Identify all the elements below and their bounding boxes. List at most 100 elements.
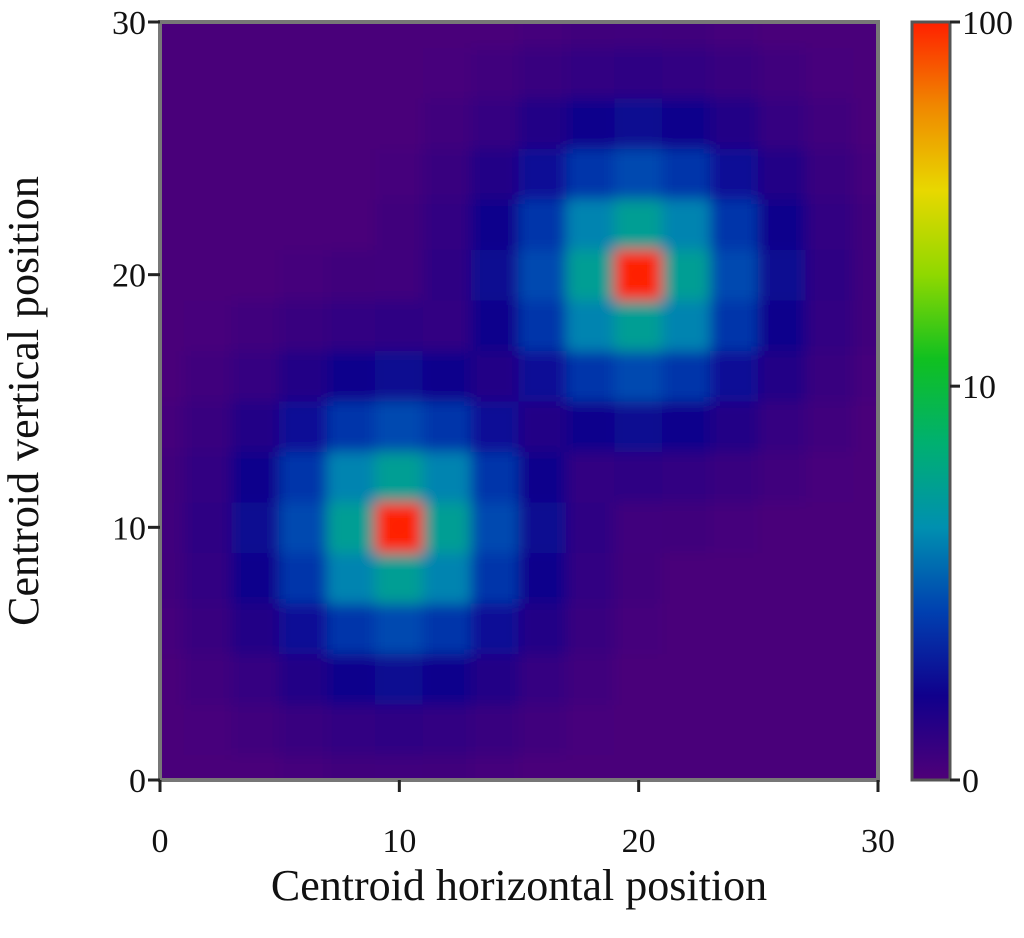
heat-cell (231, 451, 281, 503)
heat-cell (662, 147, 711, 200)
heat-cell (757, 552, 807, 604)
heat-cell (279, 400, 329, 453)
heat-cell (518, 147, 568, 200)
heat-cell (422, 248, 472, 301)
heat-cell (327, 400, 376, 453)
heat-cell (470, 248, 520, 301)
heat-cell (805, 703, 855, 756)
heat-cell (160, 400, 185, 453)
heat-cell (160, 349, 185, 402)
heat-peaks (392, 267, 646, 535)
heat-cell (757, 653, 807, 705)
heat-cell (183, 46, 233, 99)
heat-cell (231, 248, 281, 301)
x-tick-label: 0 (152, 823, 169, 860)
heat-cell (327, 248, 376, 301)
heat-cell (662, 198, 711, 250)
heat-cell (279, 97, 329, 149)
heat-cell (662, 552, 711, 604)
heat-cell (614, 22, 664, 48)
heat-cell (470, 754, 520, 780)
heat-cell (566, 299, 616, 351)
heat-cell (757, 22, 807, 48)
heat-cell (614, 46, 664, 99)
heat-cell (327, 299, 376, 351)
heat-cell (805, 46, 855, 99)
colorbar-tick-label: 10 (962, 369, 996, 406)
heat-cell (470, 653, 520, 705)
heat-cell (231, 97, 281, 149)
heat-cell (470, 198, 520, 250)
heat-cell (853, 552, 878, 604)
heat-cell (757, 501, 807, 554)
heat-cell (614, 97, 664, 149)
heat-cell (805, 451, 855, 503)
heat-cell (709, 147, 759, 200)
heat-cell (279, 451, 329, 503)
heat-cell (374, 754, 424, 780)
heat-cell (709, 97, 759, 149)
heat-cell (183, 552, 233, 604)
heat-cell (183, 97, 233, 149)
heat-cell (805, 97, 855, 149)
colorbar-tick-label: 100 (962, 5, 1013, 42)
heat-cell (183, 198, 233, 250)
heat-cell (662, 400, 711, 453)
heat-cell (566, 400, 616, 453)
heat-cell (757, 703, 807, 756)
heat-cell (757, 400, 807, 453)
heat-cell (614, 602, 664, 655)
heat-cell (327, 653, 376, 705)
heat-cell (183, 22, 233, 48)
heat-cell (853, 602, 878, 655)
heat-cell (231, 754, 281, 780)
y-axis-label: Centroid vertical position (0, 176, 48, 626)
heat-cell (327, 754, 376, 780)
heat-cell (374, 147, 424, 200)
heat-cell (160, 198, 185, 250)
heat-cell (853, 248, 878, 301)
heat-cell (470, 97, 520, 149)
heat-cell (757, 198, 807, 250)
colorbar-tick-label: 0 (962, 763, 979, 800)
heat-cell (160, 501, 185, 554)
heat-cell (374, 653, 424, 705)
heat-cell (422, 299, 472, 351)
heat-cell (757, 299, 807, 351)
heat-cell (709, 602, 759, 655)
heat-cell (183, 501, 233, 554)
heat-cell (757, 754, 807, 780)
heat-cell (470, 552, 520, 604)
heat-cell (374, 552, 424, 604)
heat-cell (518, 46, 568, 99)
heat-cell (757, 248, 807, 301)
heat-cell (160, 299, 185, 351)
y-tick-label: 30 (112, 5, 146, 42)
heat-cell (805, 147, 855, 200)
heat-cell (470, 349, 520, 402)
heat-cell (757, 147, 807, 200)
heat-cell (709, 400, 759, 453)
heat-cell (805, 653, 855, 705)
heat-cell (757, 46, 807, 99)
heat-cell (160, 451, 185, 503)
heat-cell (518, 248, 568, 301)
heat-cell (518, 754, 568, 780)
x-tick-label: 30 (861, 823, 895, 860)
heat-cell (662, 248, 711, 301)
heat-cell (183, 400, 233, 453)
heat-cell (279, 147, 329, 200)
heat-cell (231, 147, 281, 200)
heat-cell (422, 198, 472, 250)
heat-cell (853, 754, 878, 780)
heat-cell (374, 400, 424, 453)
heat-cell (374, 97, 424, 149)
heat-cell (327, 147, 376, 200)
heat-cell (518, 451, 568, 503)
heat-cell (757, 349, 807, 402)
heat-cell (566, 198, 616, 250)
heat-cell (614, 653, 664, 705)
heat-cell (422, 552, 472, 604)
heat-cell (470, 46, 520, 99)
